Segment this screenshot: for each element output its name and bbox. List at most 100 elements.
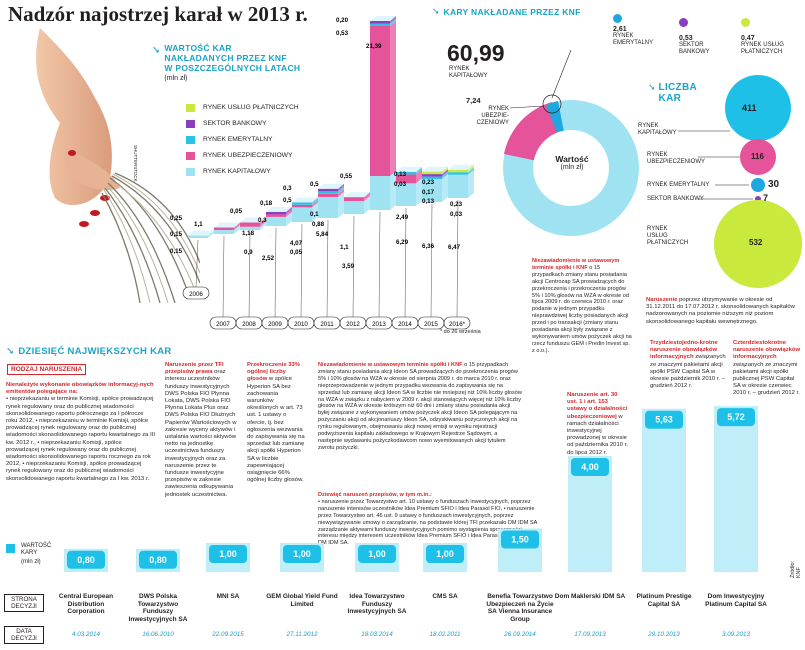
small-category-label: BANKOWY [679, 49, 710, 55]
legend-swatch [186, 135, 195, 144]
bar-segment [344, 192, 370, 202]
bar-segment [422, 166, 448, 175]
data-label: 0,23 [450, 201, 463, 208]
top10-bar: 0,80 [136, 548, 180, 572]
bar-segment-front [214, 227, 234, 231]
category-label: 2011 [313, 316, 341, 330]
data-label: 1,1 [340, 244, 349, 251]
company-name: Dom Inwestycyjny Platinum Capital SA [705, 593, 767, 608]
bar-segment-front [344, 197, 364, 202]
data-label: 1,18 [242, 230, 255, 237]
bar-segment [422, 171, 448, 180]
chart-footnote: * do 26 września [440, 329, 481, 335]
description-head: Naruszenie art. 30 ust. 1 i art. 153 ust… [567, 392, 628, 420]
small-category-value: 2,61 [613, 26, 627, 33]
category-label: 2007 [209, 316, 237, 330]
description-body: • nieprzekazaniu w terminie Komisji, spó… [6, 396, 155, 482]
arrow-down-icon: ➘ [648, 82, 656, 92]
top10-bar: 1,00 [206, 543, 250, 572]
category-label: 2012 [339, 316, 367, 330]
source-note: Źródło: KNF [790, 560, 802, 578]
bar-segment-front [396, 174, 416, 184]
bar-segment-front [240, 222, 260, 227]
bar-segment-side [260, 217, 266, 227]
description-head: Trzydziestojedno-krotne naruszenie obowi… [650, 340, 718, 361]
bar-segment [396, 166, 422, 175]
donut-header: ➘ KARY NAKŁADANE PRZEZ KNF [432, 6, 581, 17]
category-label-text: 2014 [398, 321, 412, 328]
small-category-label: RYNEK [613, 33, 634, 39]
bar-top [448, 164, 474, 170]
counts-header: ➘ LICZBA KAR [648, 82, 697, 104]
description-9: Trzydziestojedno-krotne naruszenie obowi… [650, 340, 726, 390]
small-category: 2,61 RYNEK EMERYTALNY [613, 14, 661, 56]
bar-segment [214, 222, 240, 231]
bar-segment-front [396, 171, 416, 175]
top10-bar-value: 1,50 [511, 535, 529, 545]
company-name: Benefia Towarzystwo Ubezpieczeń na Życie… [486, 593, 554, 623]
bar-segment-front [266, 216, 286, 226]
description-head: Niezawiadomienie w ustawowym terminie sp… [318, 362, 463, 368]
description-body: o 15 przypadkach zmiany stanu posiadania… [318, 362, 522, 451]
top10-bar-pill [67, 550, 105, 569]
description-5: Dziewięć naruszeń przepisów, w tym m.in.… [318, 492, 543, 547]
small-category: 0,47 RYNEK USŁUG PŁATNICZYCH [741, 14, 801, 56]
donut-chart [503, 50, 639, 236]
bar-segment-front [422, 179, 442, 202]
bar-segment-side [260, 221, 266, 230]
decision-date: 18.03.2014 [361, 631, 393, 638]
category-label-text: 2016* [449, 321, 466, 328]
data-label: 0,53 [336, 30, 349, 37]
data-label: 0,13 [422, 198, 435, 205]
row-label-strona: STRONA DECYZJI [4, 594, 44, 612]
data-label: 5,84 [316, 231, 329, 238]
top10-bar-pill [283, 545, 321, 563]
top10-bar-pill [358, 545, 396, 563]
bar-top [318, 183, 344, 189]
decision-date: 16.06.2010 [142, 631, 174, 638]
count-label-banking: SEKTOR BANKOWY [647, 196, 704, 202]
bar-segment-front [318, 196, 338, 218]
bar-segment [422, 174, 448, 202]
label-line: UBEZPIE- [481, 113, 509, 119]
bar-segment [396, 178, 422, 206]
company-name: CMS SA [432, 593, 458, 600]
bar-segment-side [364, 192, 370, 202]
donut-total-value: 60,99 [447, 40, 505, 66]
description-1: Nienależyte wykonanie obowiązków informa… [6, 382, 156, 483]
top10-bar-pill [426, 545, 464, 563]
data-label: 0,88 [312, 221, 325, 228]
data-label: 0,15 [170, 248, 183, 255]
bubble-pension [751, 178, 765, 192]
legend-item: RYNEK KAPITAŁOWY [186, 166, 299, 177]
bar-segment [318, 188, 344, 197]
bar-segment-side [468, 169, 474, 198]
description-6: Niezawiadomienie w ustawowym terminie sp… [532, 258, 632, 355]
legend-swatch [186, 167, 195, 176]
bar-segment [370, 171, 396, 210]
donut-leader [551, 50, 572, 99]
company-name: GEM Global Yield Fund Limited [266, 593, 338, 608]
legend-label: RYNEK EMERYTALNY [203, 136, 273, 143]
bar-segment [422, 169, 448, 177]
company-name: Idea Towarzystwo Funduszy Inwestycyjnych… [347, 593, 407, 615]
category-label: 2015 [417, 316, 445, 330]
bar-segment-front [292, 207, 312, 222]
bar-top [240, 217, 266, 223]
bar-segment-side [338, 191, 344, 218]
top10-bar-value: 0,80 [77, 555, 95, 565]
data-label: 0,1 [310, 211, 319, 218]
description-7: Naruszenie art. 30 ust. 1 i art. 153 ust… [567, 392, 629, 457]
donut-title: KARY NAKŁADANE PRZEZ KNF [443, 6, 581, 17]
category-label-text: 2006 [189, 291, 203, 298]
legend-swatch [186, 119, 195, 128]
bar-segment [266, 206, 292, 215]
decision-date: 26.09.2014 [504, 631, 536, 638]
bar-top [292, 197, 318, 203]
description-4: Niezawiadomienie w ustawowym terminie sp… [318, 362, 523, 452]
category-tick [352, 215, 355, 318]
company-name: Central European Distribution Corporatio… [58, 593, 114, 615]
top10-bar-column [714, 406, 758, 572]
top10-title: DZIESIĘĆ NAJWIĘKSZYCH KAR [18, 346, 172, 357]
data-label: 0,05 [230, 208, 243, 215]
